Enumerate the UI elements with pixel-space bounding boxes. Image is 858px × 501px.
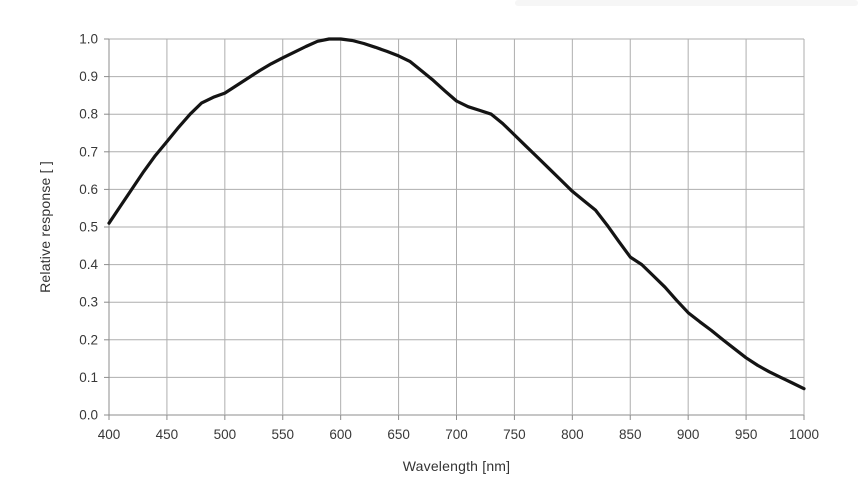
x-tick-label-550: 550 [271,427,294,442]
x-axis-title: Wavelength [nm] [402,458,511,474]
y-tick-label-0.9: 0.9 [79,69,98,84]
x-tick-label-850: 850 [619,427,642,442]
x-tick-label-900: 900 [677,427,700,442]
y-tick-label-0.5: 0.5 [79,220,98,235]
y-tick-label-0.3: 0.3 [79,295,98,310]
x-tick-label-700: 700 [445,427,468,442]
y-tick-label-0.2: 0.2 [79,332,98,347]
y-tick-label-0.6: 0.6 [79,182,98,197]
x-tick-label-750: 750 [503,427,526,442]
x-tick-label-400: 400 [98,427,121,442]
y-tick-label-1.0: 1.0 [79,32,98,47]
x-tick-label-600: 600 [329,427,352,442]
x-tick-label-950: 950 [735,427,758,442]
y-tick-label-0.8: 0.8 [79,107,98,122]
y-axis-title: Relative response [ ] [37,161,53,293]
y-tick-label-0.4: 0.4 [79,257,98,272]
y-tick-label-0.1: 0.1 [79,370,98,385]
x-tick-label-500: 500 [214,427,237,442]
x-tick-label-650: 650 [387,427,410,442]
relative-response-curve [107,37,806,391]
x-tick-label-450: 450 [156,427,179,442]
x-tick-label-800: 800 [561,427,584,442]
y-tick-label-0.7: 0.7 [79,144,98,159]
x-tick-label-1000: 1000 [789,427,819,442]
y-tick-label-0.0: 0.0 [79,408,98,423]
top-right-strip [515,0,858,6]
